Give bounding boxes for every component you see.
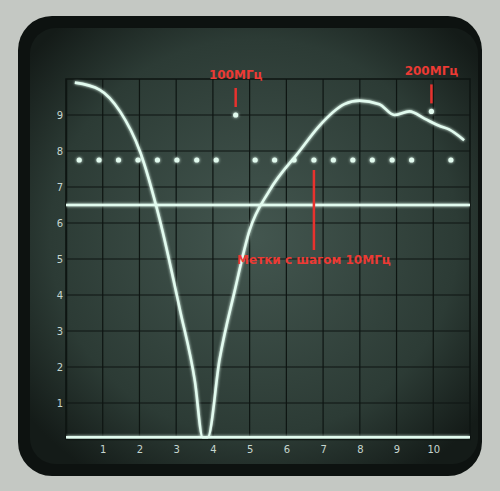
grid-line-y bbox=[66, 330, 470, 331]
tick-label: 8 bbox=[357, 444, 363, 455]
trace bbox=[66, 204, 470, 207]
grid-line-y bbox=[66, 150, 470, 151]
screen-rim bbox=[18, 16, 482, 476]
tick-label: 1 bbox=[57, 398, 63, 409]
marker-point bbox=[370, 157, 375, 162]
tick-label: 9 bbox=[394, 444, 400, 455]
tick-label: 2 bbox=[57, 362, 63, 373]
marker-point bbox=[291, 157, 296, 162]
plot-frame bbox=[66, 79, 470, 439]
tick-label: 4 bbox=[210, 444, 216, 455]
tick-label: 7 bbox=[320, 444, 326, 455]
annotation-text: 100МГц bbox=[209, 68, 263, 82]
tick: 6 bbox=[57, 218, 66, 229]
tick: 10 bbox=[427, 439, 440, 455]
tick: 2 bbox=[137, 439, 143, 455]
tick-label: 5 bbox=[57, 254, 63, 265]
axis-line bbox=[67, 439, 471, 441]
grid-line-y bbox=[66, 114, 470, 115]
grid-line-y bbox=[66, 294, 470, 295]
tick-label: 9 bbox=[57, 110, 63, 121]
marker-point bbox=[390, 157, 395, 162]
marker-point bbox=[409, 157, 414, 162]
marker-point bbox=[174, 157, 179, 162]
tick: 6 bbox=[284, 439, 290, 455]
screen bbox=[30, 28, 478, 464]
tick-label: 6 bbox=[57, 218, 63, 229]
tick: 8 bbox=[357, 439, 363, 455]
marker-point bbox=[155, 157, 160, 162]
axis-line bbox=[66, 80, 68, 440]
marker-point bbox=[214, 157, 219, 162]
annotations: 100МГц 200МГц Метки с шагом 10МГц bbox=[209, 64, 458, 267]
tick: 9 bbox=[394, 439, 400, 455]
grid-line-y bbox=[66, 366, 470, 367]
tick-label: 3 bbox=[173, 444, 179, 455]
x-axis: 1 2 3 4 5 6 7 8 9 10 bbox=[67, 439, 471, 455]
annotation-text: Метки с шагом 10МГц bbox=[237, 253, 391, 267]
oscilloscope: 1 2 3 4 5 6 7 8 9 10 1 2 3 4 5 6 7 8 9 100МГц 200МГц Метки с … bbox=[0, 0, 500, 491]
plot-area bbox=[66, 83, 470, 438]
tick-label: 4 bbox=[57, 290, 63, 301]
marker-point bbox=[429, 109, 434, 114]
trace bbox=[75, 83, 464, 438]
tick: 5 bbox=[247, 439, 253, 455]
grid-line-y bbox=[66, 186, 470, 187]
tick-label: 8 bbox=[57, 146, 63, 157]
grid bbox=[66, 79, 470, 439]
annotation-pointer bbox=[234, 88, 237, 107]
tick-label: 1 bbox=[100, 444, 106, 455]
tick: 2 bbox=[57, 362, 66, 373]
tick: 4 bbox=[210, 439, 216, 455]
tick-label: 3 bbox=[57, 326, 63, 337]
tick: 9 bbox=[57, 110, 66, 121]
marker-point bbox=[311, 157, 316, 162]
annotation-pointer bbox=[313, 170, 316, 250]
tick-label: 7 bbox=[57, 182, 63, 193]
y-axis: 1 2 3 4 5 6 7 8 9 bbox=[57, 80, 67, 440]
tick: 7 bbox=[57, 182, 66, 193]
marker-point bbox=[116, 157, 121, 162]
tick: 7 bbox=[320, 439, 326, 455]
tick-label: 2 bbox=[137, 444, 143, 455]
trace bbox=[66, 436, 470, 439]
marker-point bbox=[253, 157, 258, 162]
tick-label: 10 bbox=[427, 444, 440, 455]
annotation-text: 200МГц bbox=[405, 64, 459, 78]
grid-line-y bbox=[66, 222, 470, 223]
marker-point bbox=[135, 157, 140, 162]
marker-point bbox=[350, 157, 355, 162]
tick-label: 6 bbox=[284, 444, 290, 455]
marker-point bbox=[233, 112, 238, 117]
marker-point bbox=[194, 157, 199, 162]
tick: 3 bbox=[173, 439, 179, 455]
marker-point bbox=[331, 157, 336, 162]
marker-point bbox=[272, 157, 277, 162]
annotation-pointer bbox=[430, 84, 433, 103]
tick: 3 bbox=[57, 326, 66, 337]
marker-point bbox=[77, 157, 82, 162]
marker-point bbox=[96, 157, 101, 162]
grid-line-y bbox=[66, 402, 470, 403]
tick-label: 5 bbox=[247, 444, 253, 455]
marker-point bbox=[448, 157, 453, 162]
tick: 5 bbox=[57, 254, 66, 265]
bezel bbox=[0, 0, 500, 491]
tick: 1 bbox=[100, 439, 106, 455]
tick: 4 bbox=[57, 290, 66, 301]
tick: 8 bbox=[57, 146, 66, 157]
tick: 1 bbox=[57, 398, 66, 409]
